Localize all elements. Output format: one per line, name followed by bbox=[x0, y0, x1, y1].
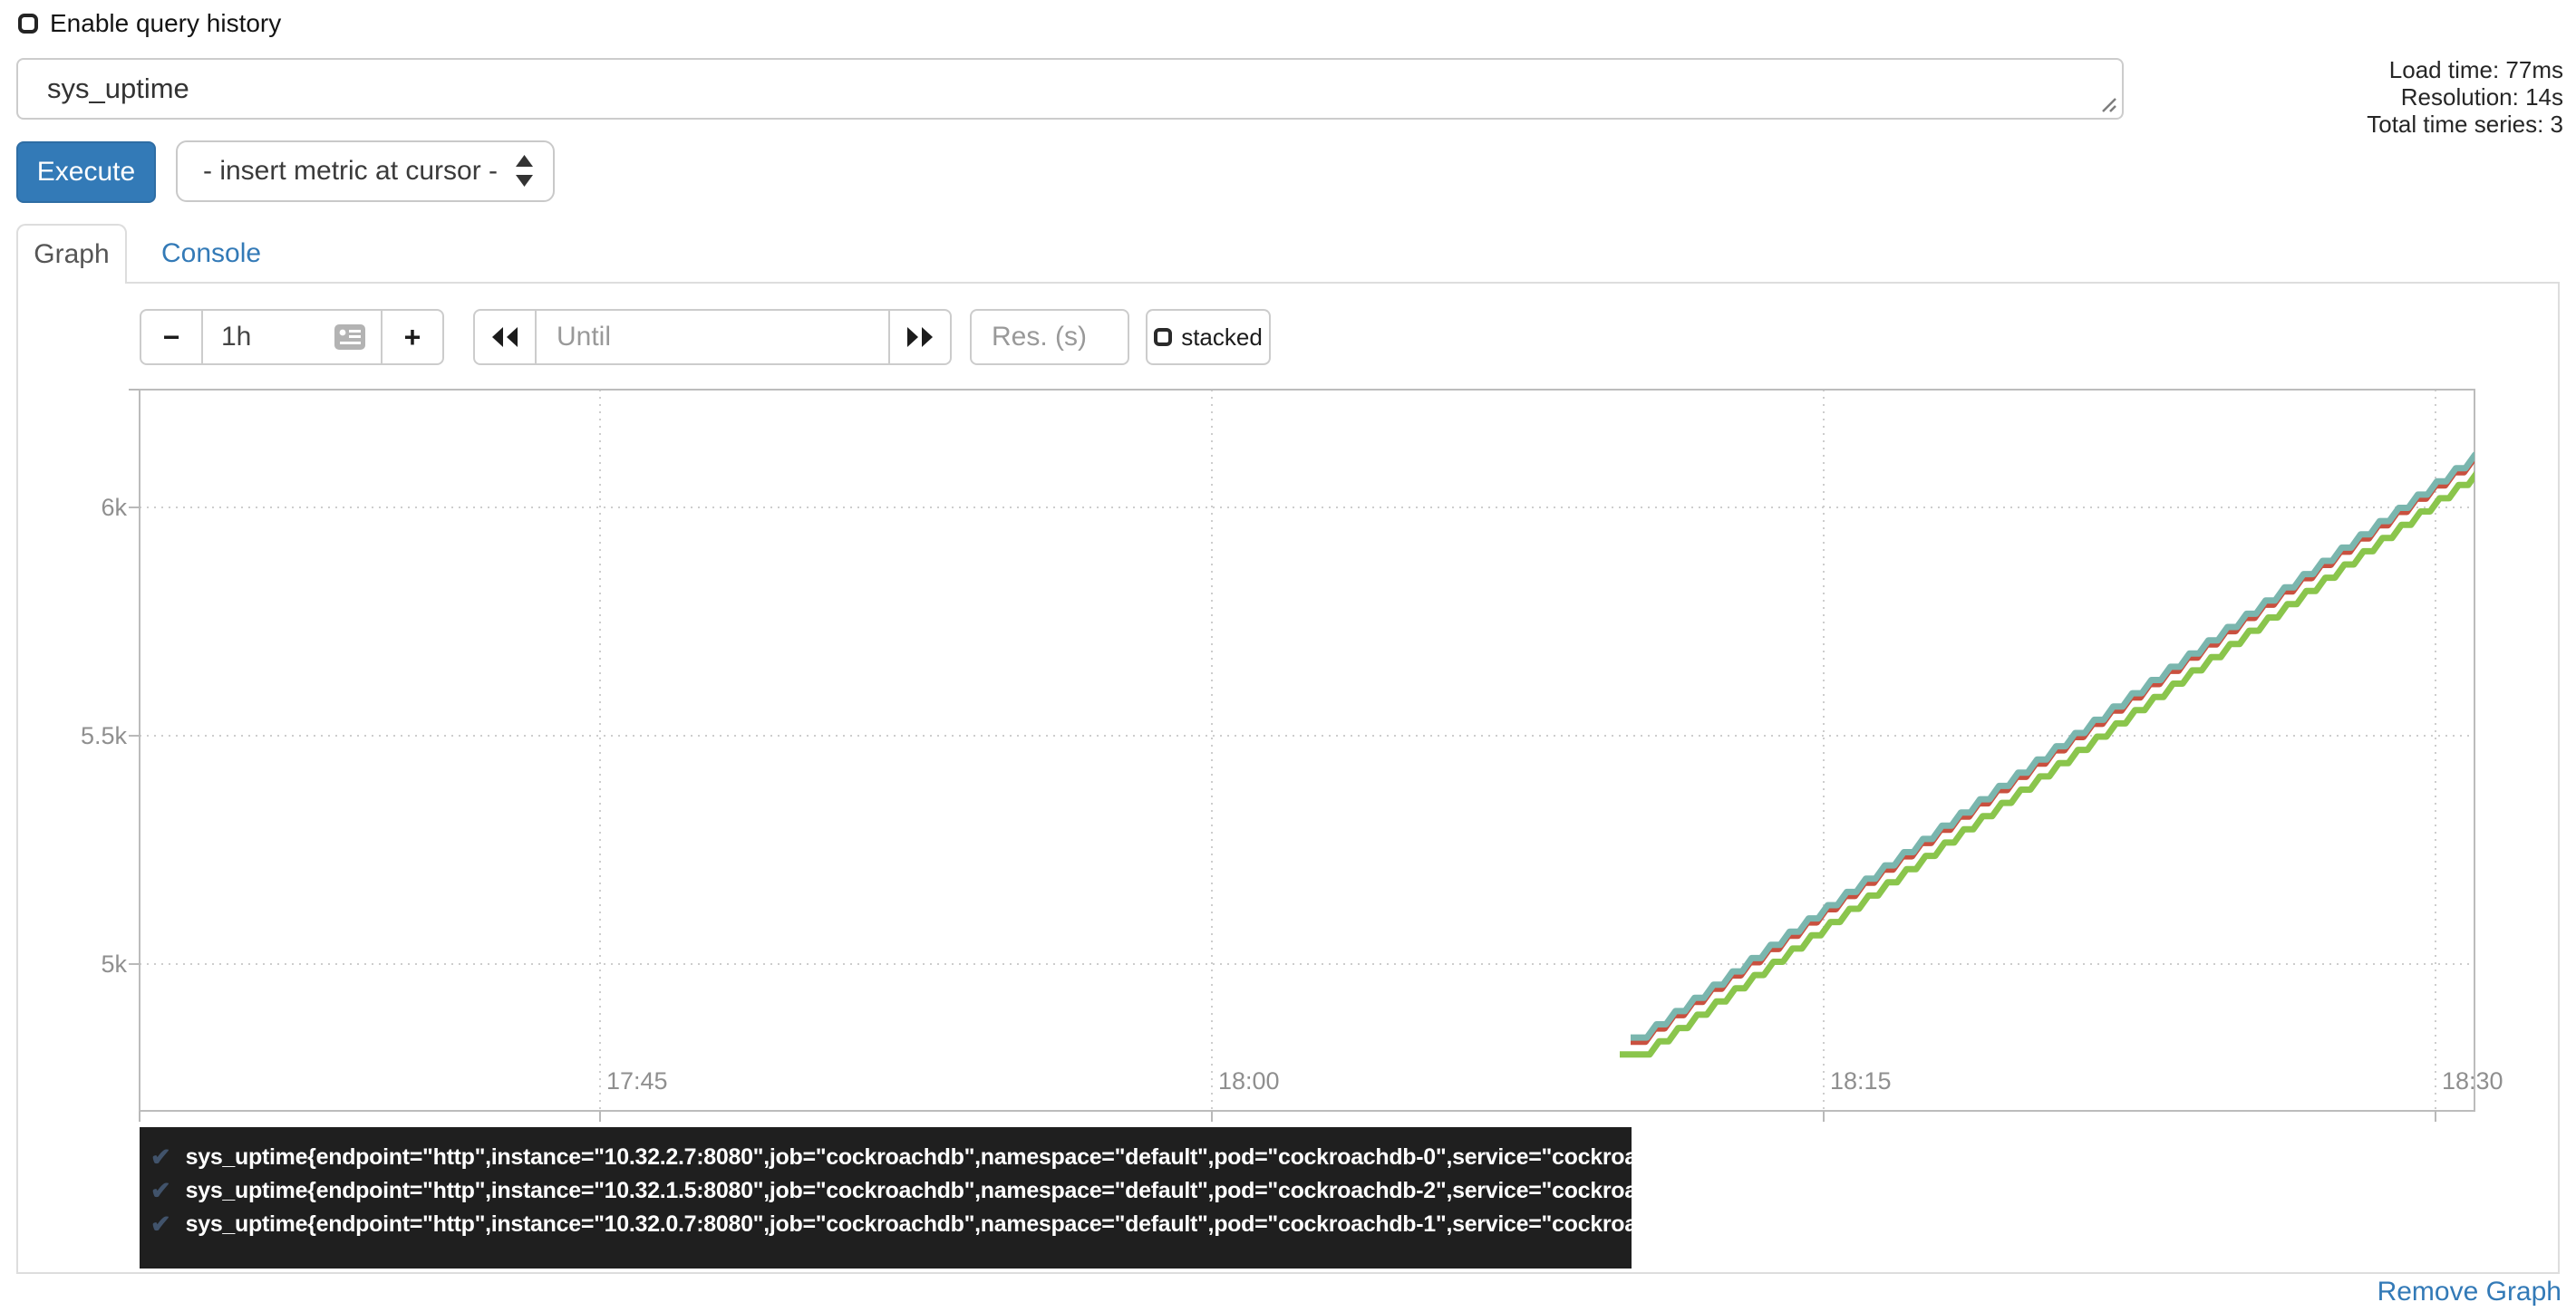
uptime-line-chart[interactable]: 5k 5.5k 6k 17:45 18:00 18:15 18:30 bbox=[18, 284, 2561, 1276]
stacked-label: stacked bbox=[1181, 323, 1263, 351]
legend-row[interactable]: ✔ sys_uptime{endpoint="http",instance="10… bbox=[150, 1208, 1709, 1241]
insert-metric-selected-value: - insert metric at cursor - bbox=[203, 156, 499, 186]
range-input[interactable]: 1h bbox=[201, 309, 383, 365]
check-icon[interactable]: ✔ bbox=[150, 1143, 171, 1171]
enable-query-history[interactable]: Enable query history bbox=[18, 9, 281, 38]
series-label: sys_uptime{endpoint="http",instance="10.… bbox=[185, 1178, 1709, 1203]
grow-range-button[interactable]: + bbox=[381, 309, 444, 365]
check-icon[interactable]: ✔ bbox=[150, 1177, 171, 1204]
tab-graph[interactable]: Graph bbox=[16, 224, 127, 284]
x-axis-tick-label: 18:15 bbox=[1830, 1067, 1892, 1095]
insert-metric-select[interactable]: - insert metric at cursor - bbox=[176, 140, 555, 202]
chart-legend: ✔ sys_uptime{endpoint="http",instance="10… bbox=[140, 1127, 1709, 1269]
resolution-input[interactable]: Res. (s) bbox=[970, 309, 1129, 365]
series-label: sys_uptime{endpoint="http",instance="10.… bbox=[185, 1144, 1709, 1170]
load-time: Load time: 77ms bbox=[2388, 56, 2563, 83]
until-placeholder: Until bbox=[557, 322, 612, 352]
legend-row[interactable]: ✔ sys_uptime{endpoint="http",instance="10… bbox=[150, 1174, 1709, 1208]
shrink-range-button[interactable]: − bbox=[140, 309, 203, 365]
resolution: Resolution: 14s bbox=[2400, 83, 2563, 111]
checkbox-icon[interactable] bbox=[18, 14, 38, 34]
plot-border bbox=[139, 389, 2475, 1112]
query-stats: Load time: 77ms Resolution: 14s Total ti… bbox=[2367, 56, 2563, 138]
forward-in-time-button[interactable] bbox=[888, 309, 952, 365]
enable-query-history-label: Enable query history bbox=[50, 9, 282, 37]
textarea-resize-icon[interactable] bbox=[2096, 92, 2117, 113]
x-axis-tick-label: 18:30 bbox=[2442, 1067, 2503, 1095]
execute-button[interactable]: Execute bbox=[16, 141, 156, 203]
query-expression-input[interactable]: sys_uptime bbox=[16, 58, 2124, 120]
y-axis-tick-label: 5k bbox=[101, 950, 127, 978]
fast-backward-icon bbox=[492, 327, 518, 347]
tab-console[interactable]: Console bbox=[161, 238, 262, 268]
y-axis-tick-label: 5.5k bbox=[81, 722, 128, 749]
resolution-placeholder: Res. (s) bbox=[992, 322, 1087, 352]
fast-forward-icon bbox=[907, 327, 933, 347]
series-line bbox=[1620, 470, 2474, 1058]
back-in-time-button[interactable] bbox=[473, 309, 537, 365]
range-value: 1h bbox=[221, 322, 252, 352]
checkbox-icon[interactable] bbox=[1154, 328, 1173, 346]
x-axis-tick-label: 17:45 bbox=[606, 1067, 668, 1095]
x-axis-tick-label: 18:00 bbox=[1218, 1067, 1280, 1095]
total-time-series: Total time series: 3 bbox=[2367, 111, 2563, 138]
y-axis-tick-label: 6k bbox=[101, 494, 127, 521]
query-expression-value: sys_uptime bbox=[47, 72, 189, 104]
series-label: sys_uptime{endpoint="http",instance="10.… bbox=[185, 1211, 1709, 1237]
check-icon[interactable]: ✔ bbox=[150, 1211, 171, 1238]
remove-graph-link[interactable]: Remove Graph bbox=[2377, 1277, 2561, 1307]
up-down-caret-icon bbox=[516, 155, 533, 187]
graph-panel: − 1h + Until bbox=[16, 282, 2560, 1274]
until-input[interactable]: Until bbox=[535, 309, 890, 365]
legend-row[interactable]: ✔ sys_uptime{endpoint="http",instance="10… bbox=[150, 1141, 1709, 1174]
series-line bbox=[1631, 451, 2474, 1041]
calendar-card-icon[interactable] bbox=[334, 323, 366, 351]
stacked-toggle[interactable]: stacked bbox=[1146, 309, 1271, 365]
